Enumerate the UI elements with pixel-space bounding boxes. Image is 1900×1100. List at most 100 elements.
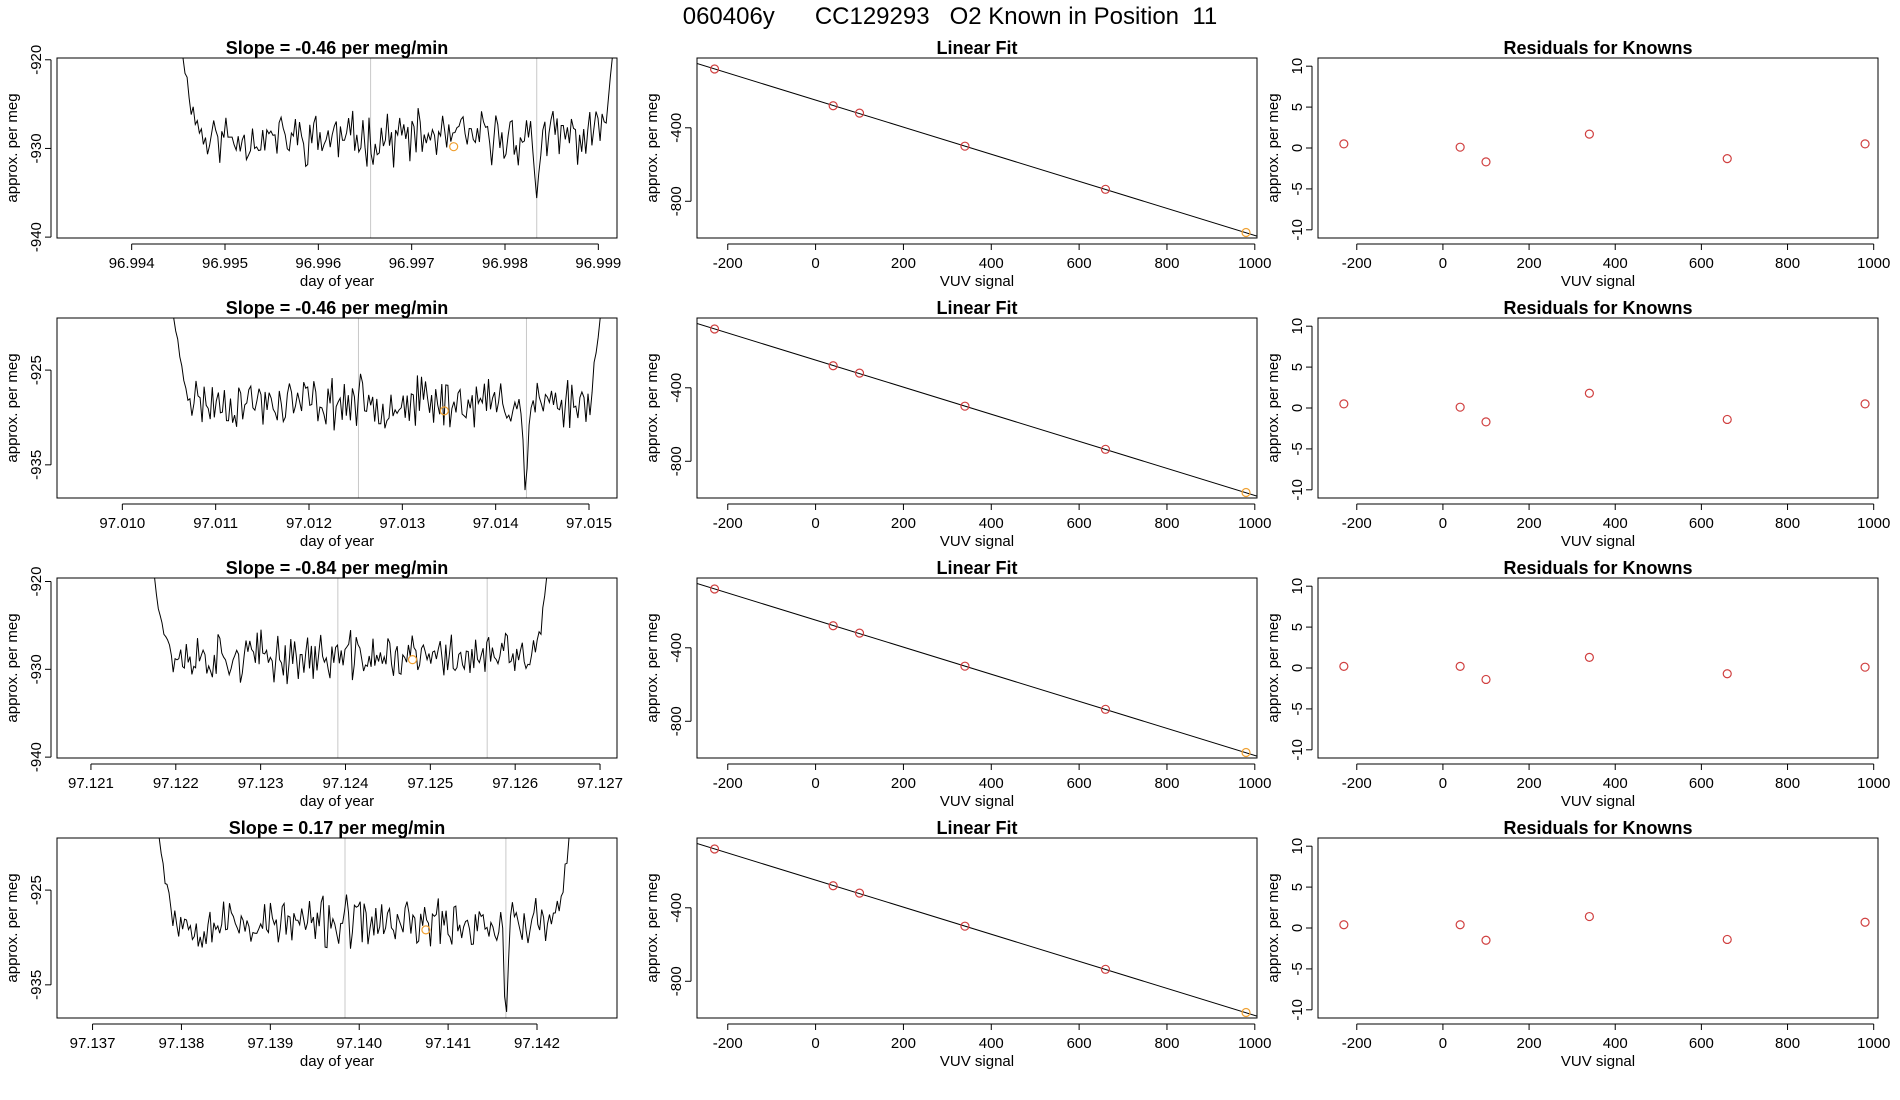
x-tick-label: 0 bbox=[811, 515, 819, 532]
page-title: 060406y CC129293 O2 Known in Position 11 bbox=[682, 3, 1218, 30]
x-tick-label: 600 bbox=[1689, 515, 1714, 532]
y-tick-label: -10 bbox=[1289, 999, 1306, 1021]
x-tick-label: 200 bbox=[891, 515, 916, 532]
panel-title: Slope = -0.46 per meg/min bbox=[226, 38, 449, 58]
data-point bbox=[1722, 414, 1732, 425]
x-axis-label: day of year bbox=[300, 533, 374, 550]
x-tick-label: 0 bbox=[1439, 255, 1447, 272]
panel-title: Residuals for Knowns bbox=[1503, 38, 1692, 58]
x-tick-label: 97.142 bbox=[514, 1035, 560, 1052]
x-tick-label: 96.994 bbox=[109, 255, 155, 272]
x-tick-label: 200 bbox=[1517, 775, 1542, 792]
data-point bbox=[1860, 139, 1870, 149]
x-tick-label: 1000 bbox=[1857, 775, 1890, 792]
data-point bbox=[1722, 934, 1732, 945]
x-tick-label: -200 bbox=[1342, 255, 1372, 272]
x-tick-label: 96.997 bbox=[389, 255, 435, 272]
x-tick-label: 1000 bbox=[1857, 255, 1890, 272]
data-point bbox=[1481, 417, 1491, 427]
y-axis-label: approx. per meg bbox=[644, 93, 661, 202]
data-trace bbox=[173, 318, 601, 491]
x-tick-label: 97.141 bbox=[425, 1035, 471, 1052]
x-tick-label: 97.123 bbox=[238, 775, 284, 792]
x-tick-label: 600 bbox=[1067, 775, 1092, 792]
x-tick-label: 200 bbox=[1517, 1035, 1542, 1052]
x-tick-label: 97.127 bbox=[577, 775, 623, 792]
y-axis-label: approx. per meg bbox=[1265, 613, 1282, 722]
x-tick-label: 96.998 bbox=[482, 255, 528, 272]
y-tick-label: -5 bbox=[1289, 962, 1306, 975]
x-axis-label: day of year bbox=[300, 273, 374, 290]
plot-frame bbox=[56, 317, 618, 499]
x-tick-label: 800 bbox=[1154, 775, 1179, 792]
highlight-marker bbox=[439, 406, 449, 416]
data-point bbox=[1722, 669, 1732, 679]
data-point bbox=[828, 621, 838, 631]
plot-frame bbox=[1317, 317, 1879, 499]
y-tick-label: -935 bbox=[28, 970, 45, 1000]
x-tick-label: 800 bbox=[1775, 1035, 1800, 1052]
x-tick-label: 97.121 bbox=[68, 775, 114, 792]
x-tick-label: 200 bbox=[1517, 255, 1542, 272]
x-tick-label: 97.139 bbox=[247, 1035, 293, 1052]
x-tick-label: -200 bbox=[1342, 515, 1372, 532]
y-tick-label: 0 bbox=[1289, 144, 1306, 152]
panel-title: Linear Fit bbox=[936, 558, 1017, 578]
x-tick-label: 200 bbox=[891, 775, 916, 792]
data-point bbox=[1100, 704, 1111, 714]
data-point bbox=[1100, 444, 1111, 454]
data-point bbox=[709, 844, 720, 854]
x-tick-label: 800 bbox=[1154, 255, 1179, 272]
panel-title: Linear Fit bbox=[936, 38, 1017, 58]
plot-frame bbox=[56, 57, 618, 239]
y-axis-label: approx. per meg bbox=[644, 873, 661, 982]
x-tick-label: 97.140 bbox=[336, 1035, 382, 1052]
x-tick-label: 97.014 bbox=[473, 515, 519, 532]
y-tick-label: -5 bbox=[1289, 442, 1306, 455]
y-axis-label: approx. per meg bbox=[644, 613, 661, 722]
data-point bbox=[1584, 652, 1594, 662]
x-tick-label: 400 bbox=[979, 775, 1004, 792]
x-tick-label: 600 bbox=[1067, 515, 1092, 532]
y-axis-label: approx. per meg bbox=[4, 873, 21, 982]
x-axis-label: VUV signal bbox=[940, 273, 1014, 290]
panel-title: Linear Fit bbox=[936, 298, 1017, 318]
data-point bbox=[1339, 139, 1349, 149]
x-tick-label: 1000 bbox=[1238, 775, 1271, 792]
x-tick-label: 97.010 bbox=[99, 515, 145, 532]
data-point bbox=[1241, 1007, 1251, 1018]
data-point bbox=[709, 324, 720, 334]
x-tick-label: 96.996 bbox=[295, 255, 341, 272]
data-point bbox=[1584, 911, 1594, 922]
plot-frame bbox=[1317, 57, 1879, 239]
panel-title: Residuals for Knowns bbox=[1503, 818, 1692, 838]
x-tick-label: 0 bbox=[1439, 775, 1447, 792]
x-axis-label: VUV signal bbox=[940, 793, 1014, 810]
data-point bbox=[1100, 964, 1111, 974]
plot-frame bbox=[696, 317, 1258, 499]
data-point bbox=[854, 888, 865, 898]
plot-frame bbox=[1317, 577, 1879, 759]
y-tick-label: -400 bbox=[668, 893, 685, 923]
y-axis-label: approx. per meg bbox=[4, 353, 21, 462]
x-tick-label: 97.125 bbox=[407, 775, 453, 792]
y-tick-label: -925 bbox=[28, 875, 45, 905]
y-tick-label: -400 bbox=[668, 373, 685, 403]
x-tick-label: 0 bbox=[811, 255, 819, 272]
data-trace bbox=[158, 838, 570, 1012]
panel-title: Residuals for Knowns bbox=[1503, 298, 1692, 318]
x-tick-label: 600 bbox=[1067, 1035, 1092, 1052]
y-axis-label: approx. per meg bbox=[4, 93, 21, 202]
plot-frame bbox=[56, 837, 618, 1019]
x-tick-label: 400 bbox=[1603, 255, 1628, 272]
y-tick-label: -940 bbox=[28, 222, 45, 252]
x-tick-label: 97.124 bbox=[323, 775, 369, 792]
x-tick-label: 600 bbox=[1689, 775, 1714, 792]
x-tick-label: 400 bbox=[1603, 515, 1628, 532]
data-point bbox=[960, 401, 970, 411]
panel-title: Slope = 0.17 per meg/min bbox=[229, 818, 446, 838]
plot-frame bbox=[56, 577, 618, 759]
x-tick-label: 200 bbox=[891, 255, 916, 272]
fit-line bbox=[697, 63, 1257, 237]
